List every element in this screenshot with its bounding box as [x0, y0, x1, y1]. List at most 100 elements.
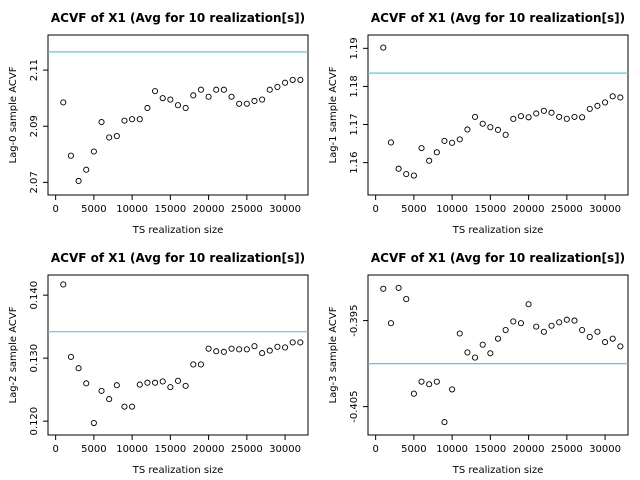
x-tick-label: 25000 [231, 444, 263, 455]
x-tick-label: 10000 [116, 204, 148, 215]
data-point [472, 113, 479, 120]
data-point [190, 361, 197, 368]
data-point [205, 345, 212, 352]
data-point [190, 92, 197, 99]
data-point [479, 120, 486, 127]
data-point [289, 339, 296, 346]
data-point [60, 281, 67, 288]
chart-title: ACVF of X1 (Avg for 10 realization[s]) [371, 11, 625, 25]
data-point [571, 317, 578, 324]
x-tick-label: 5000 [401, 204, 426, 215]
x-tick-label: 0 [52, 444, 58, 455]
data-point [289, 76, 296, 83]
data-point [136, 381, 143, 388]
x-tick-label: 30000 [589, 204, 621, 215]
data-point [75, 177, 82, 185]
chart-title: ACVF of X1 (Avg for 10 realization[s]) [371, 251, 625, 265]
x-tick-label: 0 [372, 204, 378, 215]
data-point [472, 354, 479, 361]
data-point [243, 346, 250, 353]
x-tick-label: 5000 [81, 444, 106, 455]
x-tick-label: 20000 [513, 444, 545, 455]
data-point [464, 349, 471, 356]
x-tick-label: 20000 [193, 204, 225, 215]
data-point [297, 339, 304, 346]
y-axis-label: Lag-3 sample ACVF [328, 306, 339, 403]
data-point [387, 320, 394, 327]
data-point [243, 100, 250, 107]
data-point [67, 353, 74, 360]
data-point [83, 166, 90, 173]
chart-title: ACVF of X1 (Avg for 10 realization[s]) [51, 11, 305, 25]
data-point [602, 99, 609, 106]
y-axis-label: Lag-1 sample ACVF [328, 66, 339, 163]
data-point [75, 365, 82, 372]
data-point [182, 382, 189, 389]
data-point [410, 390, 417, 397]
x-tick-label: 10000 [436, 204, 468, 215]
data-point [464, 126, 471, 133]
y-tick-label: 1.18 [349, 75, 360, 97]
data-point [456, 136, 463, 143]
y-tick-label: 1.16 [349, 151, 360, 173]
x-tick-label: 10000 [116, 444, 148, 455]
data-point [152, 88, 159, 95]
data-point [586, 333, 593, 340]
data-point [266, 347, 273, 354]
data-point [380, 285, 387, 292]
data-point [213, 348, 220, 355]
x-tick-label: 15000 [154, 204, 186, 215]
data-point [579, 327, 586, 334]
y-tick-label: 1.17 [349, 113, 360, 135]
data-point [609, 93, 616, 100]
data-point [525, 301, 532, 308]
y-axis-label: Lag-2 sample ACVF [8, 306, 19, 403]
data-point [182, 104, 189, 112]
data-point [594, 328, 601, 335]
x-tick-label: 20000 [513, 204, 545, 215]
data-point [540, 107, 547, 114]
data-point [533, 323, 540, 330]
x-tick-label: 0 [372, 444, 378, 455]
data-point [259, 350, 266, 357]
data-point [494, 126, 502, 133]
plot-frame [367, 34, 629, 196]
plot-frame [47, 34, 309, 196]
data-point [556, 113, 563, 120]
data-point [297, 76, 304, 83]
data-point [167, 384, 174, 391]
data-point [213, 86, 220, 93]
x-tick-label: 25000 [551, 204, 583, 215]
data-point [617, 94, 624, 101]
x-tick-label: 15000 [474, 444, 506, 455]
data-point [159, 95, 166, 102]
data-point [136, 116, 143, 123]
x-tick-label: 20000 [193, 444, 225, 455]
data-point [594, 102, 601, 109]
chart-title: ACVF of X1 (Avg for 10 realization[s]) [51, 251, 305, 265]
x-tick-label: 5000 [401, 444, 426, 455]
data-point [197, 361, 204, 368]
data-point [403, 170, 410, 178]
plot-frame [367, 274, 629, 436]
data-point [517, 320, 524, 327]
data-point [121, 403, 128, 410]
data-point [403, 296, 410, 303]
data-point [144, 104, 151, 112]
data-point [129, 403, 136, 410]
data-point [540, 328, 547, 335]
data-point [548, 322, 555, 329]
y-tick-label: 0.120 [29, 407, 40, 436]
data-point [152, 379, 159, 386]
data-point [517, 113, 524, 120]
data-point [274, 83, 281, 90]
data-point [479, 341, 486, 348]
data-point [418, 378, 425, 385]
y-tick-label: 2.11 [29, 59, 40, 81]
data-point [433, 149, 440, 156]
data-point [617, 343, 624, 350]
data-point [220, 348, 227, 355]
data-point [449, 139, 456, 146]
y-tick-label: 1.19 [349, 37, 360, 59]
